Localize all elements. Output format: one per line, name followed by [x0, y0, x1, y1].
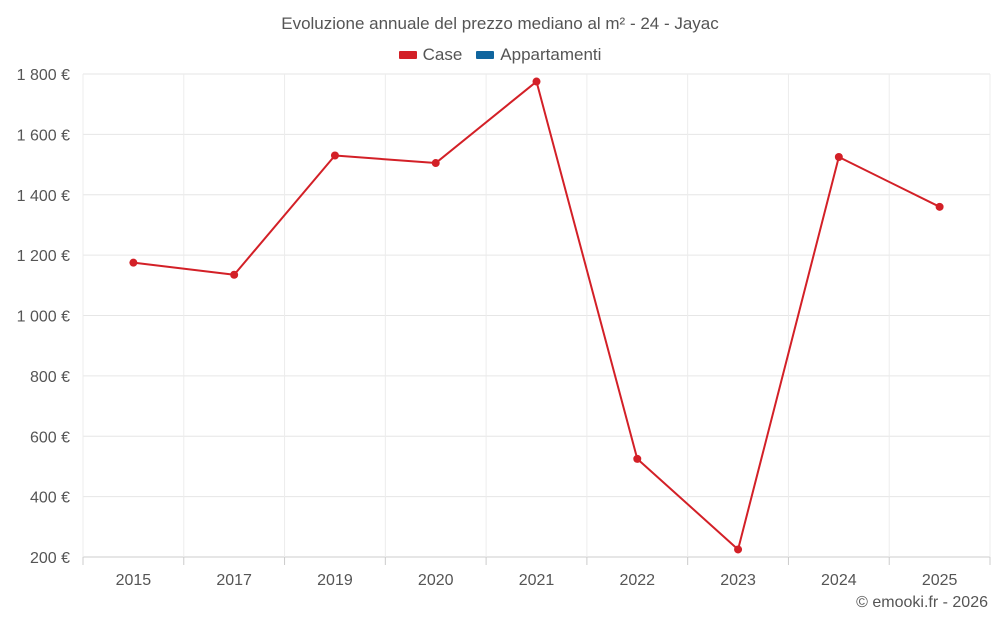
x-tick-label: 2017 — [216, 572, 252, 589]
legend-swatch-case — [398, 51, 417, 59]
data-point-case-2025 — [935, 202, 944, 211]
data-point-case-2019 — [330, 151, 339, 160]
legend-label-appartamenti: Appartamenti — [500, 45, 602, 64]
legend-item-case[interactable]: Case — [398, 45, 463, 65]
y-tick-label: 200 € — [30, 550, 70, 567]
y-tick-label: 1 000 € — [17, 309, 70, 326]
data-point-case-2023 — [734, 545, 743, 554]
y-tick-label: 1 400 € — [17, 188, 70, 205]
data-point-case-2017 — [230, 270, 239, 279]
y-tick-label: 1 800 € — [17, 67, 70, 84]
x-tick-label: 2025 — [922, 572, 958, 589]
data-point-case-2022 — [633, 454, 642, 463]
x-tick-label: 2024 — [821, 572, 857, 589]
x-tick-label: 2021 — [519, 572, 555, 589]
y-tick-label: 400 € — [30, 490, 70, 507]
y-tick-label: 1 600 € — [17, 127, 70, 144]
x-tick-label: 2019 — [317, 572, 353, 589]
y-tick-label: 800 € — [30, 369, 70, 386]
legend-item-appartamenti[interactable]: Appartamenti — [476, 45, 601, 65]
x-tick-label: 2015 — [116, 572, 152, 589]
x-tick-label: 2023 — [720, 572, 756, 589]
x-tick-label: 2022 — [619, 572, 655, 589]
y-tick-label: 600 € — [30, 429, 70, 446]
data-point-case-2021 — [532, 77, 541, 86]
credit-text: © emooki.fr - 2026 — [856, 594, 988, 611]
data-point-case-2020 — [431, 159, 440, 168]
y-tick-label: 1 200 € — [17, 248, 70, 265]
legend-label-case: Case — [422, 45, 463, 64]
legend: Case Appartamenti — [0, 45, 1000, 65]
x-tick-label: 2020 — [418, 572, 454, 589]
data-point-case-2015 — [129, 258, 138, 267]
legend-swatch-appartamenti — [476, 51, 495, 59]
data-point-case-2024 — [834, 153, 843, 162]
chart-title: Evoluzione annuale del prezzo mediano al… — [281, 14, 719, 33]
